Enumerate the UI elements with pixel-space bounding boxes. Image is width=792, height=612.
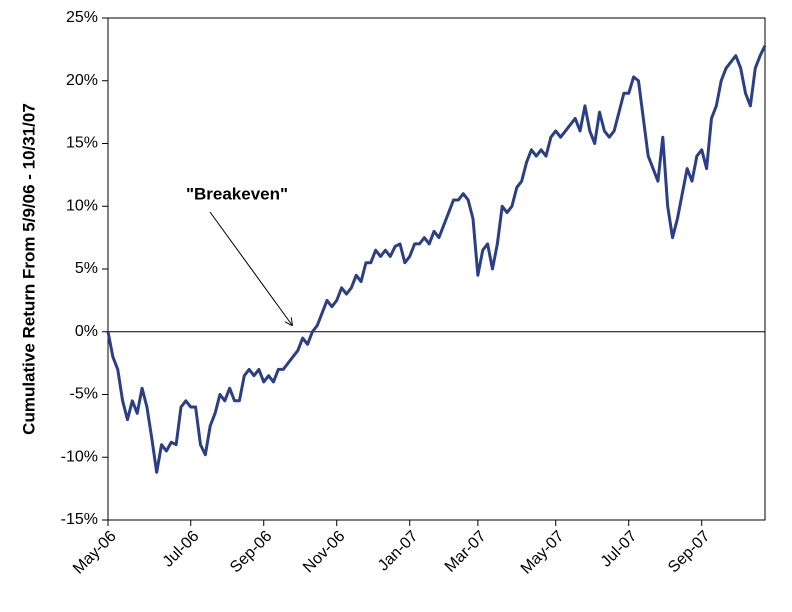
x-tick-label: Sep-06 [227, 528, 276, 577]
annotation: "Breakeven" [186, 184, 288, 203]
y-tick-label: 10% [66, 197, 98, 214]
x-tick-label: Mar-07 [442, 528, 490, 576]
x-tick-label: May-06 [70, 528, 120, 578]
y-tick-label: 15% [66, 135, 98, 152]
x-tick-label: Sep-07 [665, 528, 714, 577]
y-tick-label: -15% [61, 511, 98, 528]
line-series [106, 44, 767, 474]
y-tick-label: 25% [66, 9, 98, 26]
x-tick-label: Jan-07 [375, 528, 422, 575]
y-tick-label: 5% [75, 260, 98, 277]
x-tick-label: May-07 [518, 528, 568, 578]
annotation-arrow [209, 211, 292, 325]
y-axis-label: Cumulative Return From 5/9/06 - 10/31/07 [19, 103, 38, 435]
y-tick-label: 20% [66, 72, 98, 89]
x-tick-label: Nov-06 [300, 528, 349, 577]
y-tick-label: 0% [75, 323, 98, 340]
y-tick-label: -10% [61, 448, 98, 465]
x-tick-label: Jul-07 [598, 528, 641, 571]
x-tick-label: Jul-06 [160, 528, 203, 571]
y-tick-label: -5% [70, 386, 98, 403]
